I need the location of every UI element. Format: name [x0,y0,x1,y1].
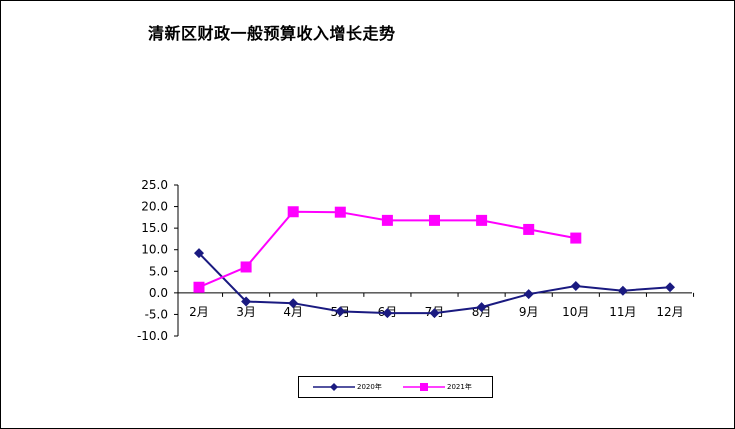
series-1-point-0 [194,248,204,259]
x-tick-label-8: 10月 [562,305,589,319]
series-1-point-9 [617,285,628,296]
series-2-point-1 [240,261,252,273]
x-tick-label-2: 4月 [283,305,303,319]
legend-label-series-1: 2020年 [357,383,382,391]
x-tick-label-7: 9月 [519,305,539,319]
series-1-point-8 [570,280,581,291]
chart-legend: 2020年 2021年 [298,376,493,398]
series-2-point-6 [476,214,488,226]
series-2-point-0 [193,281,205,293]
y-tick-label-5: 0.0 [149,286,168,300]
series-1-point-6 [476,302,487,313]
series-2-point-5 [429,214,440,226]
x-tick-label-1: 3月 [236,305,256,319]
x-tick-label-0: 2月 [189,305,209,319]
series-1-point-10 [665,282,675,293]
chart-axes: 25.020.015.010.05.00.0-5.0-10.02月3月4月5月6… [137,178,695,343]
series-1-point-2 [288,298,299,309]
series-2-point-3 [334,206,346,218]
legend-label-series-2: 2021年 [447,383,472,391]
series-2-point-4 [381,214,393,226]
legend-item-series-1: 2020年 [313,377,382,397]
chart-title: 清新区财政一般预算收入增长走势 [148,24,396,43]
legend-swatch-series-1 [313,383,355,391]
y-tick-label-1: 20.0 [141,200,168,214]
series-1-point-7 [523,289,534,300]
chart-series [193,206,675,319]
series-1-point-4 [382,308,393,319]
x-tick-label-10: 12月 [656,305,683,319]
y-tick-label-6: -5.0 [145,307,168,321]
series-2-point-7 [523,223,535,235]
y-tick-label-0: 25.0 [141,178,168,192]
legend-swatch-series-2 [403,383,445,391]
legend-item-series-2: 2021年 [403,377,472,397]
y-tick-label-2: 15.0 [141,221,168,235]
y-tick-label-3: 10.0 [141,243,168,257]
series-1-point-5 [429,308,440,319]
y-tick-label-4: 5.0 [149,264,168,278]
series-1-point-3 [335,306,346,317]
y-tick-label-7: -10.0 [137,329,168,343]
x-tick-label-9: 11月 [609,305,636,319]
series-2-point-2 [287,206,299,218]
series-1-point-1 [241,296,252,307]
series-2-point-8 [570,232,582,244]
